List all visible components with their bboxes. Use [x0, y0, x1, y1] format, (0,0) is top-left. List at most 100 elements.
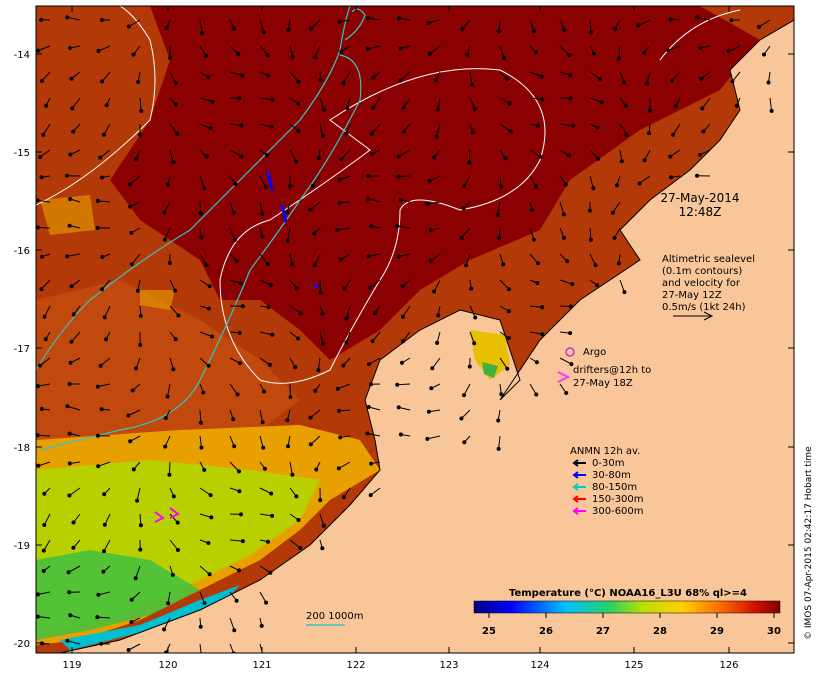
sst-west-patches	[40, 195, 175, 310]
anmn-legend-arrow	[572, 507, 586, 515]
lon-tick-label: 120	[158, 660, 177, 671]
velocity-arrow	[589, 71, 601, 80]
velocity-arrow	[433, 279, 441, 292]
velocity-arrow-head	[39, 407, 44, 411]
velocity-arrow-head	[204, 53, 208, 58]
velocity-arrow-head	[564, 391, 569, 395]
velocity-arrow-head	[568, 331, 573, 336]
velocity-arrow-head	[321, 523, 326, 528]
velocity-arrow-head	[637, 181, 642, 186]
velocity-arrow-head	[318, 78, 323, 83]
velocity-arrow	[135, 565, 141, 579]
velocity-arrow	[42, 123, 51, 135]
velocity-arrow-head	[757, 24, 761, 29]
velocity-arrow-head	[398, 46, 403, 51]
velocity-arrow	[37, 434, 51, 437]
velocity-arrow	[43, 539, 51, 551]
velocity-arrow-head	[198, 420, 203, 425]
velocity-arrow	[164, 227, 171, 240]
velocity-arrow-head	[262, 389, 266, 394]
velocity-arrow	[340, 149, 351, 160]
velocity-arrow-head	[206, 541, 211, 545]
velocity-arrow-head	[38, 155, 43, 159]
velocity-arrow-head	[338, 257, 343, 262]
velocity-arrow	[259, 435, 264, 448]
velocity-arrow-head	[344, 131, 349, 136]
map-area	[36, 6, 794, 653]
velocity-arrow-head	[65, 254, 70, 259]
velocity-arrow	[368, 17, 381, 21]
lon-tick-label: 122	[346, 660, 365, 671]
velocity-arrow	[398, 149, 411, 157]
velocity-arrow	[128, 19, 141, 27]
velocity-arrow-head	[318, 498, 323, 503]
velocity-arrow	[319, 123, 324, 137]
velocity-arrow-head	[568, 73, 573, 78]
velocity-arrow	[71, 97, 81, 109]
velocity-arrow-head	[101, 569, 106, 574]
velocity-arrow	[169, 539, 179, 551]
velocity-arrow-head	[701, 129, 706, 134]
velocity-arrow-head	[104, 103, 109, 108]
velocity-arrow-head	[166, 601, 171, 606]
velocity-arrow-head	[68, 46, 72, 50]
velocity-arrow-head	[270, 97, 275, 102]
velocity-arrow	[37, 383, 51, 387]
velocity-arrow-head	[467, 160, 472, 165]
velocity-arrow-head	[501, 262, 506, 267]
velocity-arrow-head	[231, 417, 236, 422]
velocity-arrow-head	[729, 18, 734, 23]
velocity-arrow-head	[588, 237, 593, 242]
estuary-patch	[470, 330, 510, 380]
velocity-arrow-head	[569, 362, 574, 367]
velocity-arrow	[589, 149, 599, 160]
velocity-arrow	[229, 617, 235, 631]
velocity-arrow-head	[237, 469, 241, 474]
velocity-arrow	[169, 71, 177, 84]
velocity-arrow-head	[568, 96, 573, 101]
velocity-arrow-head	[769, 108, 774, 113]
velocity-arrow	[337, 383, 351, 390]
velocity-arrow	[199, 565, 210, 575]
velocity-arrow	[589, 253, 597, 266]
velocity-arrow-head	[471, 130, 475, 135]
velocity-arrow-head	[432, 289, 437, 294]
velocity-arrow	[98, 461, 111, 467]
velocity-arrow	[97, 616, 111, 619]
velocity-arrow-head	[316, 156, 321, 160]
velocity-arrow-head	[175, 131, 180, 136]
velocity-arrow	[402, 305, 411, 317]
velocity-arrow-head	[202, 186, 207, 191]
velocity-arrow-head	[36, 225, 40, 230]
velocity-arrow-head	[42, 314, 47, 319]
velocity-arrow-head	[434, 78, 438, 83]
velocity-arrow-head	[313, 388, 318, 393]
velocity-arrow-head	[43, 337, 48, 342]
velocity-arrow-head	[369, 461, 374, 466]
velocity-arrow-head	[101, 132, 106, 137]
velocity-arrow-head	[67, 461, 72, 466]
velocity-arrow	[103, 539, 111, 552]
velocity-arrow	[529, 227, 535, 240]
velocity-arrow	[131, 253, 141, 265]
velocity-arrow-head	[102, 549, 106, 554]
velocity-arrow-head	[398, 432, 403, 437]
velocity-arrow-head	[126, 24, 131, 29]
velocity-arrow-head	[369, 382, 373, 387]
velocity-arrow	[259, 19, 265, 33]
velocity-arrow-head	[268, 283, 273, 287]
velocity-arrow	[529, 305, 543, 308]
velocity-arrow-head	[396, 154, 401, 159]
velocity-arrow-head	[320, 546, 325, 551]
sst-cyan-edge	[60, 585, 240, 650]
velocity-arrow-head	[507, 101, 512, 106]
velocity-arrow-head	[425, 202, 430, 206]
velocity-arrow-head	[469, 286, 474, 291]
velocity-arrow-head	[318, 290, 323, 295]
lon-tick-label: 123	[439, 660, 458, 671]
velocity-arrow-head	[71, 545, 76, 550]
velocity-arrow-head	[428, 228, 433, 233]
velocity-arrow-head	[534, 360, 539, 365]
velocity-arrow-head	[261, 445, 266, 450]
velocity-arrow-head	[238, 281, 243, 286]
